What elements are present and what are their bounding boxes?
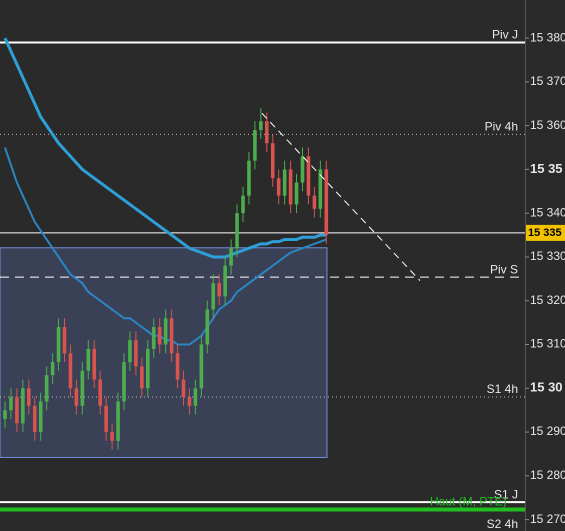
- candle-body: [21, 388, 25, 424]
- candle-body: [146, 348, 150, 389]
- candle-body: [80, 370, 85, 406]
- candle-body: [294, 182, 299, 205]
- candle-body: [253, 130, 257, 161]
- candle-body: [199, 344, 204, 389]
- candle-body: [187, 397, 192, 406]
- trendline: [261, 113, 421, 281]
- candle-body: [92, 348, 97, 380]
- candle-body: [300, 156, 305, 183]
- candle-body: [32, 405, 37, 433]
- candle-body: [134, 340, 138, 367]
- candle-body: [44, 375, 49, 402]
- candle-body: [181, 379, 186, 398]
- y-tick-label: 15 330: [530, 249, 565, 263]
- y-tick-label: 15 30: [530, 380, 563, 395]
- y-tick-label: 15 360: [530, 118, 565, 132]
- candle-body: [193, 388, 198, 406]
- candle-body: [247, 160, 251, 196]
- candle-body: [38, 401, 43, 433]
- level-label: S1 4h: [487, 382, 518, 396]
- candle-body: [306, 156, 311, 196]
- moving-average: [3, 37, 327, 259]
- candle-body: [50, 362, 55, 376]
- y-tick-label: 15 280: [530, 468, 565, 482]
- candle-body: [324, 169, 329, 236]
- candle-body: [68, 353, 73, 389]
- y-tick-label: 15 35: [530, 161, 563, 176]
- candle-body: [74, 388, 79, 406]
- level-label: S2 4h: [487, 517, 518, 531]
- candle-body: [312, 195, 317, 209]
- candle-body: [223, 265, 227, 297]
- candle-body: [163, 318, 168, 345]
- candle-body: [128, 340, 132, 363]
- candle-body: [175, 353, 180, 380]
- candle-body: [3, 410, 7, 419]
- candle-body: [62, 327, 67, 354]
- candle-body: [235, 213, 239, 249]
- candle-body: [288, 169, 293, 205]
- candle-body: [56, 327, 61, 363]
- candle-body: [104, 405, 108, 433]
- candle-body: [211, 283, 216, 310]
- candle-body: [205, 309, 210, 345]
- candle-body: [9, 397, 13, 411]
- candle-body: [15, 397, 19, 424]
- y-tick-label: 15 340: [530, 205, 565, 219]
- candle-body: [241, 195, 245, 214]
- y-tick-label: 15 310: [530, 337, 565, 351]
- candle-body: [217, 283, 221, 297]
- candle-body: [157, 327, 162, 345]
- last-price-tag: [526, 224, 565, 241]
- level-label: Haut (M, PTE): [430, 495, 507, 509]
- candle-body: [122, 362, 126, 402]
- candle-body: [140, 366, 144, 389]
- candle-body: [276, 178, 281, 196]
- candle-body: [98, 379, 102, 406]
- level-label: Piv 4h: [485, 120, 518, 134]
- level-label: Piv J: [492, 28, 518, 42]
- candle-body: [27, 388, 31, 406]
- candle-body: [86, 348, 91, 371]
- last-price-label: 15 335: [528, 227, 562, 239]
- y-tick-label: 15 320: [530, 293, 565, 307]
- y-tick-label: 15 380: [530, 30, 565, 44]
- candle-body: [318, 169, 323, 209]
- candle-body: [229, 248, 233, 266]
- candle-body: [282, 169, 287, 196]
- candle-body: [265, 121, 269, 144]
- candle-body: [116, 401, 120, 441]
- candle-body: [270, 143, 275, 179]
- y-tick-label: 15 290: [530, 424, 565, 438]
- zone-box: [0, 247, 328, 458]
- level-label: Piv S: [490, 262, 518, 276]
- candle-body: [259, 121, 263, 131]
- candle-body: [110, 432, 114, 441]
- candle-body: [169, 318, 174, 354]
- y-tick-label: 15 370: [530, 74, 565, 88]
- y-tick-label: 15 270: [530, 512, 565, 526]
- candle-body: [151, 327, 156, 349]
- level-label: S1 J: [494, 487, 518, 501]
